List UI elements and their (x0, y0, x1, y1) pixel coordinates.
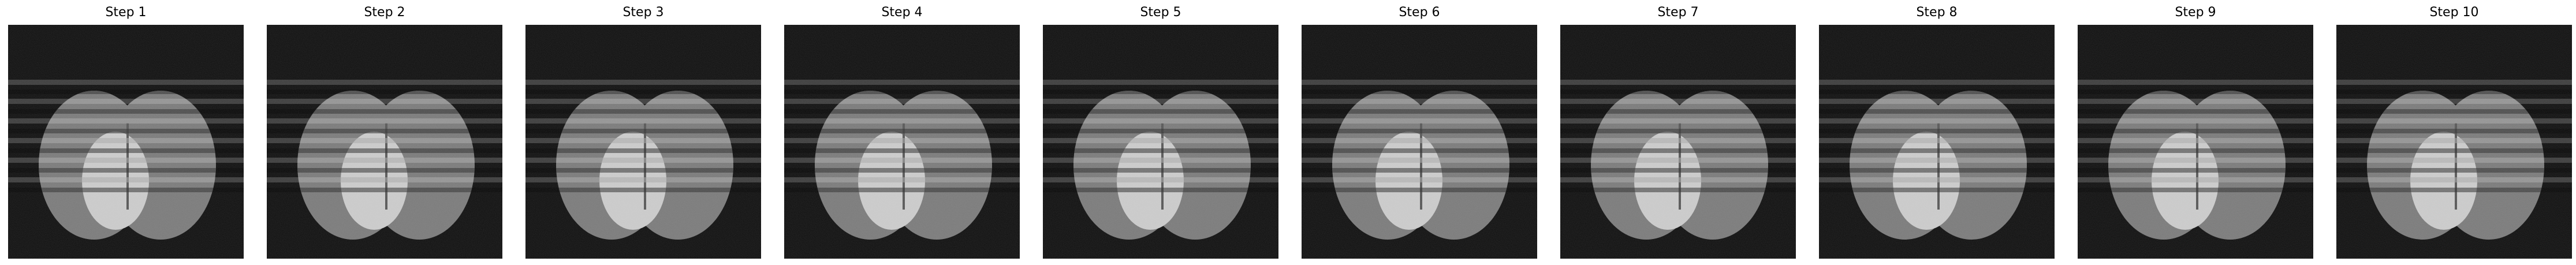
panel-step-1: Step 1 (8, 0, 244, 265)
phantom-image (267, 25, 502, 259)
phantom-image (2078, 25, 2313, 259)
panel-step-3: Step 3 (525, 0, 761, 265)
noise-overlay (1560, 25, 1796, 259)
noise-overlay (784, 25, 1020, 259)
phantom-image (784, 25, 1020, 259)
phantom-image (1302, 25, 1537, 259)
panel-title: Step 3 (525, 5, 761, 20)
noise-overlay (1302, 25, 1537, 259)
noise-overlay (525, 25, 761, 259)
panel-step-8: Step 8 (1819, 0, 2055, 265)
phantom-image (525, 25, 761, 259)
phantom-image (1043, 25, 1278, 259)
panel-title: Step 8 (1819, 5, 2055, 20)
panel-step-9: Step 9 (2078, 0, 2313, 265)
panel-title: Step 5 (1043, 5, 1278, 20)
noise-overlay (267, 25, 502, 259)
noise-overlay (1819, 25, 2055, 259)
noise-overlay (1043, 25, 1278, 259)
panel-step-2: Step 2 (267, 0, 502, 265)
panel-step-5: Step 5 (1043, 0, 1278, 265)
panel-step-4: Step 4 (784, 0, 1020, 265)
panel-title: Step 7 (1560, 5, 1796, 20)
panel-title: Step 9 (2078, 5, 2313, 20)
panel-title: Step 4 (784, 5, 1020, 20)
noise-overlay (2078, 25, 2313, 259)
panel-step-10: Step 10 (2336, 0, 2572, 265)
phantom-image (1560, 25, 1796, 259)
panel-title: Step 2 (267, 5, 502, 20)
panel-step-6: Step 6 (1302, 0, 1537, 265)
panel-title: Step 6 (1302, 5, 1537, 20)
phantom-image (8, 25, 244, 259)
phantom-image (1819, 25, 2055, 259)
noise-overlay (2336, 25, 2572, 259)
phantom-image (2336, 25, 2572, 259)
noise-overlay (8, 25, 244, 259)
panel-title: Step 10 (2336, 5, 2572, 20)
panel-step-7: Step 7 (1560, 0, 1796, 265)
panel-title: Step 1 (8, 5, 244, 20)
